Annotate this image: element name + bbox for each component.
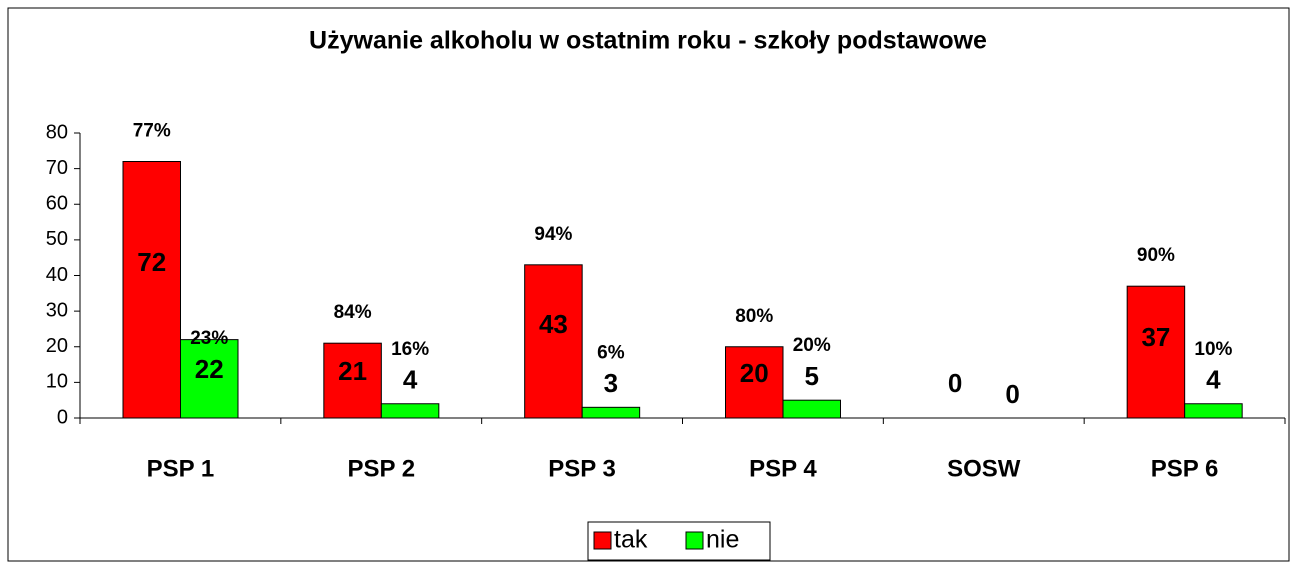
value-label: 37 [1141, 322, 1170, 352]
bar [725, 346, 784, 419]
legend-swatch [685, 531, 704, 550]
value-label: 20 [740, 358, 769, 388]
y-tick-label: 50 [46, 228, 68, 250]
chart-frame [7, 7, 1290, 562]
value-label: 0 [948, 368, 962, 398]
bar [323, 342, 382, 419]
percent-label: 94% [534, 224, 572, 245]
bar [524, 264, 583, 419]
legend-label: tak [614, 526, 648, 554]
bar [380, 403, 440, 419]
value-label: 4 [403, 365, 418, 395]
percent-label: 6% [597, 342, 625, 363]
value-label: 3 [604, 368, 618, 398]
bar [122, 161, 181, 419]
legend-swatch [593, 531, 612, 550]
percent-label: 10% [1194, 339, 1232, 360]
bar [1126, 285, 1186, 419]
x-tick-label: PSP 6 [1151, 455, 1219, 482]
x-tick-label: PSP 1 [147, 455, 215, 482]
bar [581, 406, 641, 419]
bar [782, 399, 841, 419]
y-tick-label: 70 [46, 157, 68, 179]
value-label: 72 [137, 247, 166, 277]
value-label: 43 [539, 309, 568, 339]
bar [1184, 403, 1243, 419]
value-label: 21 [338, 356, 367, 386]
percent-label: 77% [133, 121, 171, 142]
x-tick-label: SOSW [947, 455, 1021, 482]
percent-label: 84% [334, 302, 372, 323]
y-tick-label: 20 [46, 335, 68, 357]
y-tick-label: 80 [46, 121, 68, 143]
percent-label: 20% [793, 335, 831, 356]
x-tick-label: PSP 4 [749, 455, 817, 482]
percent-label: 90% [1137, 245, 1175, 266]
value-label: 5 [805, 361, 819, 391]
bar [180, 339, 239, 419]
y-tick-label: 60 [46, 193, 68, 215]
percent-label: 23% [190, 328, 228, 349]
legend-label: nie [706, 526, 739, 554]
percent-label: 80% [735, 306, 773, 327]
x-tick-label: PSP 2 [347, 455, 415, 482]
value-label: 0 [1005, 379, 1019, 409]
y-tick-label: 30 [46, 299, 68, 321]
percent-label: 16% [391, 339, 429, 360]
y-tick-label: 0 [57, 406, 68, 428]
y-tick-label: 10 [46, 371, 68, 393]
x-tick-label: PSP 3 [548, 455, 616, 482]
chart-title: Używanie alkoholu w ostatnim roku - szko… [309, 27, 987, 55]
legend-box [587, 521, 771, 561]
y-tick-label: 40 [46, 264, 68, 286]
value-label: 4 [1206, 365, 1221, 395]
value-label: 22 [195, 354, 224, 384]
